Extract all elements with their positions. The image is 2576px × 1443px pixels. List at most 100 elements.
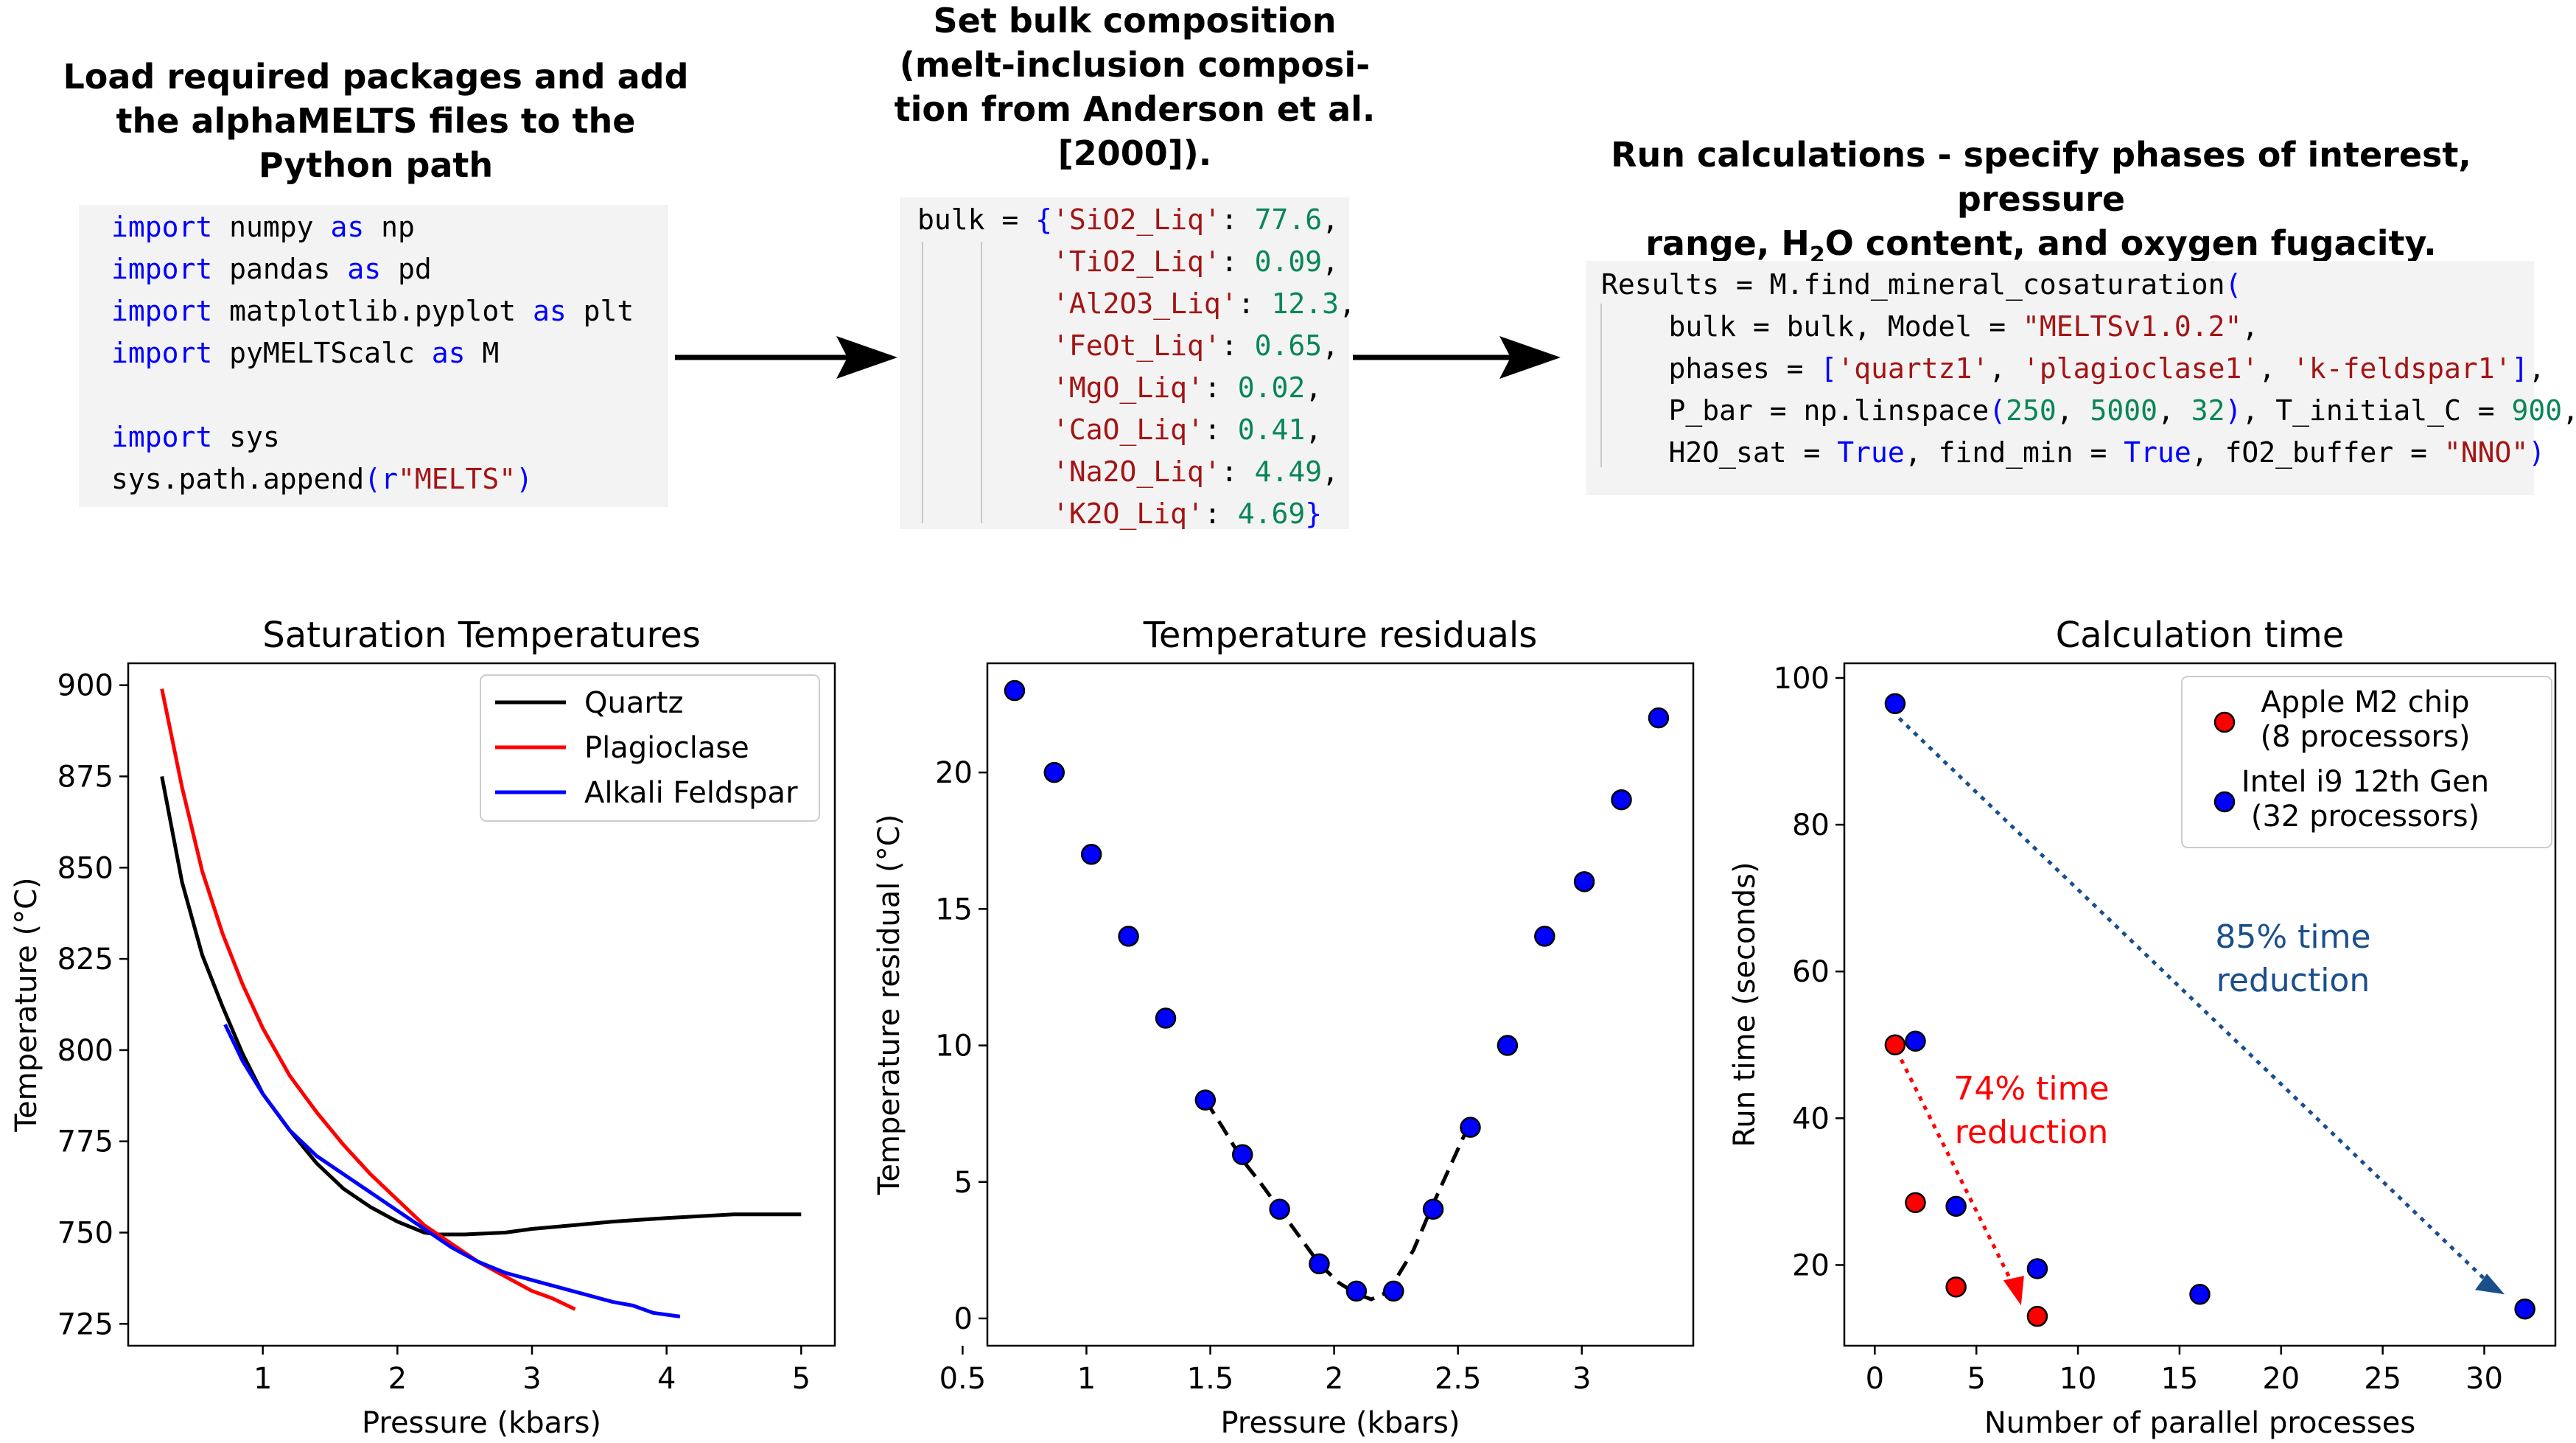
code-line: 'FeOt_Liq': 0.65, xyxy=(917,325,1349,367)
data-point xyxy=(1043,761,1065,783)
code-token: , T_initial_C = xyxy=(2241,394,2512,427)
x-tick-label: 2.5 xyxy=(1435,1362,1482,1396)
arrow-head-apple xyxy=(2003,1276,2024,1306)
step3-title-part: O content, and oxygen fugacity. xyxy=(1824,223,2437,263)
flow-arrow-2 xyxy=(1353,336,1561,379)
data-point xyxy=(1573,871,1595,892)
x-tick-label: 25 xyxy=(2364,1362,2401,1396)
legend-label: Intel i9 12th Gen (32 processors) xyxy=(2241,765,2489,834)
code-token: plt xyxy=(566,295,634,327)
indent-guide xyxy=(1600,304,1602,467)
x-axis-label: Number of parallel processes xyxy=(1984,1406,2415,1440)
code-line: 'CaO_Liq': 0.41, xyxy=(917,409,1349,451)
y-tick-label: 80 xyxy=(1792,808,1830,842)
code-line: import pandas as pd xyxy=(111,248,668,290)
data-point xyxy=(1345,1280,1368,1302)
code-token: , xyxy=(1338,287,1356,320)
code-token: , xyxy=(1322,203,1339,236)
x-tick-label: 4 xyxy=(657,1362,676,1396)
data-point xyxy=(1383,1280,1404,1302)
code-line: import matplotlib.pyplot as plt xyxy=(111,290,668,332)
code-token: pd xyxy=(381,253,432,285)
code-token: , xyxy=(2056,394,2090,427)
code-token: [ xyxy=(1820,352,1838,385)
data-point-apple xyxy=(1945,1276,1967,1298)
code-block-run: Results = M.find_mineral_cosaturation( b… xyxy=(1586,261,2576,495)
y-tick-label: 0 xyxy=(954,1302,973,1336)
y-tick-label: 725 xyxy=(57,1307,113,1341)
y-tick-label: 900 xyxy=(57,669,113,703)
code-token: 'FeOt_Liq' xyxy=(1052,329,1221,362)
code-token: Results = M.find_mineral_cosaturation xyxy=(1601,268,2225,301)
code-line: P_bar = np.linspace(250, 5000, 32), T_in… xyxy=(1601,390,2576,432)
step1-title: Load required packages and add the alpha… xyxy=(44,55,707,187)
code-token: { xyxy=(1035,203,1053,236)
y-tick-label: 875 xyxy=(57,761,113,794)
code-block-imports: import numpy as np import pandas as pd imp… xyxy=(79,205,668,507)
legend-label: Apple M2 chip (8 processors) xyxy=(2261,685,2471,754)
code-token: : xyxy=(1220,329,1255,362)
code-token: 0.65 xyxy=(1254,329,1323,362)
y-tick-label: 15 xyxy=(935,892,973,926)
code-token: 'K2O_Liq' xyxy=(1052,497,1204,530)
data-point-intel xyxy=(2514,1298,2535,1320)
x-tick-label: 5 xyxy=(792,1362,811,1396)
data-point-apple xyxy=(1884,1034,1906,1056)
code-token: import xyxy=(111,421,213,453)
code-token: 4.69 xyxy=(1237,497,1306,530)
code-token: 77.6 xyxy=(1254,203,1323,236)
code-token: ( xyxy=(364,463,382,495)
arrow-head-intel xyxy=(2475,1273,2505,1295)
code-token: H2O_sat = xyxy=(1601,436,1838,469)
code-token: 0.41 xyxy=(1237,413,1306,446)
code-token: 'TiO2_Liq' xyxy=(1052,245,1221,278)
data-point-apple xyxy=(2026,1305,2048,1327)
flow-arrow-1 xyxy=(675,336,897,379)
code-token: True xyxy=(1837,436,1905,469)
code-token: : xyxy=(1220,455,1255,488)
x-tick-label: 2 xyxy=(1325,1362,1343,1396)
annotation-text: 85% time xyxy=(2215,918,2370,956)
annotation-text: reduction xyxy=(1955,1114,2108,1151)
annotation-text: 74% time xyxy=(1953,1070,2109,1108)
code-token: : xyxy=(1220,245,1255,278)
chart-title: Saturation Temperatures xyxy=(262,615,701,656)
plot-frame xyxy=(1843,662,2557,1347)
code-token: True xyxy=(2124,436,2191,469)
code-token: , xyxy=(2528,352,2546,385)
series-line-quartz xyxy=(160,776,802,1237)
code-token: } xyxy=(1305,497,1323,530)
code-line: 'MgO_Liq': 0.02, xyxy=(917,367,1349,409)
code-token: 'CaO_Liq' xyxy=(1052,413,1204,446)
code-token: , xyxy=(1322,455,1339,488)
y-axis-label: Temperature residual (°C) xyxy=(872,814,906,1195)
step3-title-part: range, H xyxy=(1645,223,1810,263)
code-line: 'Na2O_Liq': 4.49, xyxy=(917,451,1349,493)
data-point xyxy=(1422,1198,1444,1220)
code-token: : xyxy=(1203,413,1238,446)
code-token: , xyxy=(1305,371,1323,404)
series-line-plagioclase xyxy=(160,688,576,1311)
code-token: "NNO" xyxy=(2443,436,2529,469)
code-token: import xyxy=(111,253,213,285)
code-token: sys xyxy=(212,421,280,453)
y-tick-label: 10 xyxy=(935,1030,973,1063)
code-token: , xyxy=(1322,245,1339,278)
data-point-intel xyxy=(2189,1284,2211,1305)
code-token: 'plagioclase1' xyxy=(2022,352,2259,385)
x-tick-label: 3 xyxy=(522,1362,541,1396)
code-token: , xyxy=(1989,352,2023,385)
code-token: sys.path.append xyxy=(111,463,365,495)
code-token: 'MgO_Liq' xyxy=(1052,371,1204,404)
x-tick-label: 10 xyxy=(2059,1362,2097,1396)
code-token: : xyxy=(1220,203,1255,236)
chart-temperature-residuals: 0.5 1 1.5 2 2.5 3 0 5 10 15 20 Temperature residual… xyxy=(872,615,1695,1440)
code-token: 250 xyxy=(2006,394,2057,427)
step1-title-line: the alphaMELTS files to the xyxy=(116,101,636,141)
data-point-intel xyxy=(2026,1258,2048,1279)
code-token: bulk = bulk, Model = xyxy=(1601,310,2023,343)
legend-label: Plagioclase xyxy=(584,731,749,765)
code-token: : xyxy=(1203,371,1238,404)
data-point-intel xyxy=(1945,1195,1967,1217)
chart-calculation-time: 0 5 10 15 20 25 30 20 40 60 80 100 Calculation time N… xyxy=(1728,615,2557,1440)
